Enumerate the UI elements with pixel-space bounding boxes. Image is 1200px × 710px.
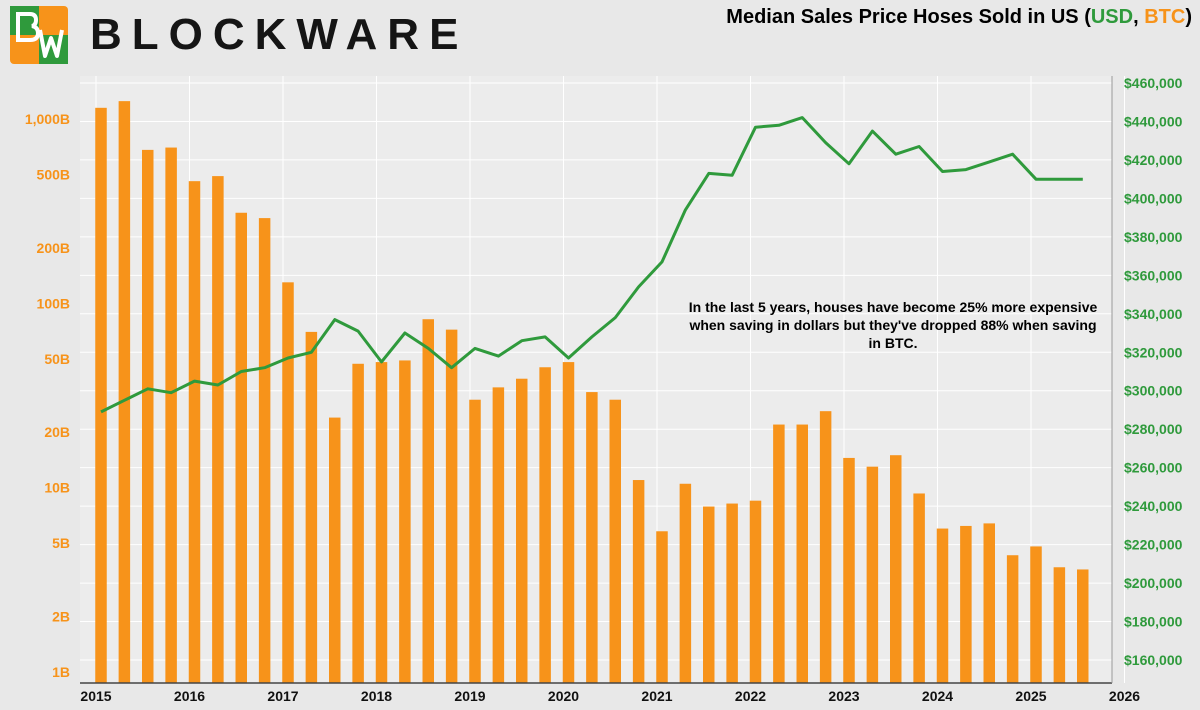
y-right-tick-label: $320,000 [1124, 344, 1183, 360]
y-right-tick-label: $260,000 [1124, 460, 1183, 476]
y-left-tick-label: 500B [37, 166, 70, 182]
btc-price-bar [165, 147, 177, 683]
usd-price-line [100, 116, 1083, 414]
btc-price-bar [936, 528, 949, 683]
chart-title-close: ) [1185, 6, 1192, 28]
btc-price-bar [609, 399, 621, 683]
btc-price-bar [632, 480, 645, 683]
y-left-tick-label: 2B [52, 609, 70, 625]
btc-price-bar [492, 387, 505, 683]
y-right-tick-label: $440,000 [1124, 113, 1183, 129]
y-left-tick-label: 50B [44, 351, 70, 367]
y-right-tick-label: $300,000 [1124, 383, 1183, 399]
btc-price-bar [983, 523, 995, 683]
btc-price-bar [445, 329, 458, 683]
btc-price-bar [819, 411, 832, 683]
btc-price-bar [422, 319, 434, 683]
x-tick-label: 2023 [828, 688, 859, 704]
btc-price-bar [749, 500, 762, 683]
btc-price-bar [773, 424, 785, 683]
btc-price-bar [142, 149, 154, 683]
btc-price-bar [703, 506, 715, 683]
btc-price-bar [1030, 546, 1042, 683]
btc-price-bar [235, 212, 247, 684]
y-right-tick-label: $200,000 [1124, 575, 1183, 591]
btc-price-bar [913, 493, 925, 683]
chart-title-sep: , [1133, 6, 1145, 28]
y-right-tick-label: $280,000 [1124, 421, 1183, 437]
chart-title-btc: BTC [1144, 6, 1186, 28]
btc-price-bar [516, 378, 528, 683]
y-left-tick-label: 10B [44, 480, 70, 496]
btc-price-bar [796, 424, 808, 683]
btc-price-bar [118, 101, 131, 684]
chart-title-main: Median Sales Price Hoses Sold in US ( [726, 6, 1091, 28]
y-left-tick-label: 200B [37, 240, 70, 256]
x-tick-label: 2024 [922, 688, 953, 704]
y-right-tick-label: $360,000 [1124, 267, 1183, 283]
x-tick-label: 2018 [361, 688, 392, 704]
x-tick-label: 2015 [80, 688, 111, 704]
btc-price-bar [375, 362, 388, 683]
btc-price-bar [282, 282, 294, 683]
btc-price-bar [679, 483, 692, 683]
btc-price-bar [469, 399, 481, 683]
btc-price-bar [960, 525, 972, 683]
x-tick-label: 2020 [548, 688, 579, 704]
y-right-tick-label: $400,000 [1124, 190, 1183, 206]
brand-name: BLOCKWARE [90, 10, 469, 59]
y-right-tick-label: $180,000 [1124, 614, 1183, 630]
btc-price-bar [562, 362, 575, 683]
btc-price-bar [95, 107, 107, 684]
x-tick-label: 2016 [174, 688, 205, 704]
y-right-tick-label: $340,000 [1124, 306, 1183, 322]
y-left-tick-label: 100B [37, 295, 70, 311]
btc-price-bar [656, 531, 668, 683]
x-tick-label: 2019 [454, 688, 485, 704]
btc-price-bar [539, 367, 551, 683]
y-left-tick-label: 1,000B [25, 111, 70, 127]
btc-price-bar [843, 457, 855, 683]
btc-price-bar [399, 360, 411, 683]
y-left-tick-label: 20B [44, 424, 70, 440]
x-tick-label: 2021 [641, 688, 672, 704]
x-tick-label: 2025 [1015, 688, 1046, 704]
btc-price-bar [1006, 555, 1019, 683]
btc-price-bar [212, 176, 224, 684]
btc-price-bar [258, 218, 271, 683]
y-right-tick-label: $160,000 [1124, 652, 1183, 668]
btc-price-bar [1053, 567, 1066, 683]
btc-price-bar [866, 466, 879, 683]
blockware-logo-icon [10, 6, 68, 64]
btc-price-bar [352, 363, 364, 683]
y-right-tick-label: $420,000 [1124, 152, 1183, 168]
plot-area: 1B 2B 5B 10B 20B 50B 100B 200B 500B 1,000B $160,00… [25, 75, 1183, 704]
chart-annotation: In the last 5 years, houses have become … [688, 299, 1098, 351]
y-right-tick-label: $220,000 [1124, 537, 1183, 553]
y-right-tick-label: $380,000 [1124, 229, 1183, 245]
chart-title-usd: USD [1090, 6, 1134, 28]
y-right-tick-label: $460,000 [1124, 75, 1183, 91]
btc-price-bar [890, 455, 902, 683]
btc-price-bar [188, 181, 201, 683]
y-left-tick-label: 5B [52, 535, 70, 551]
btc-price-bar [586, 392, 598, 683]
y-right-tick-label: $240,000 [1124, 498, 1183, 514]
y-left-tick-label: 1B [52, 664, 70, 680]
btc-price-bar [305, 331, 318, 683]
x-tick-label: 2017 [267, 688, 298, 704]
x-tick-label: 2022 [735, 688, 766, 704]
chart-title: Median Sales Price Hoses Sold in US (USD… [726, 6, 1192, 29]
btc-price-bar [329, 417, 341, 683]
x-tick-label: 2026 [1109, 688, 1140, 704]
btc-price-bar [726, 503, 738, 683]
btc-price-bar [1077, 569, 1089, 683]
